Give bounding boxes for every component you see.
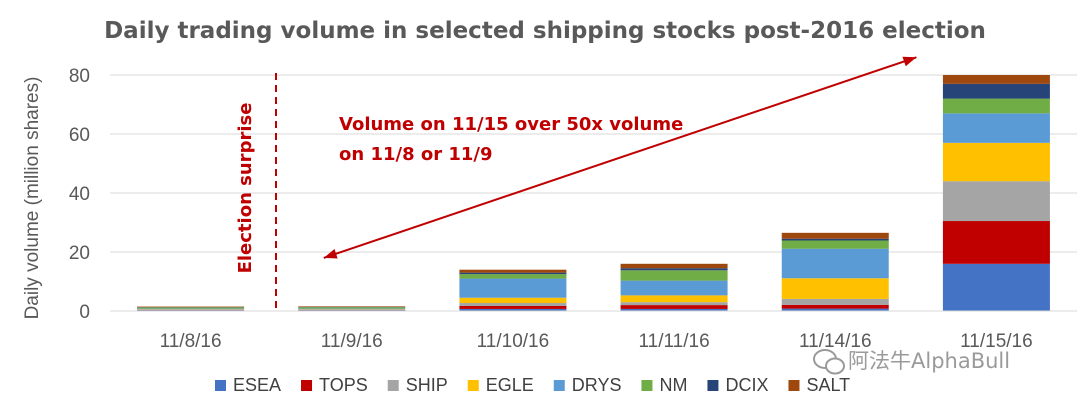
bar-segment-drys xyxy=(620,280,728,296)
legend-swatch-egle xyxy=(467,380,479,391)
bar-segment-drys xyxy=(137,308,245,310)
watermark-text: 阿法牛AlphaBull xyxy=(848,349,1010,373)
bar-segment-esea xyxy=(781,308,889,311)
x-tick-labels: 11/8/16 11/9/16 11/10/16 11/11/16 11/14/16 11… xyxy=(160,331,1033,352)
legend-label-nm: NM xyxy=(659,375,687,395)
bar-segment-dcix xyxy=(620,268,728,271)
bar-segment-esea xyxy=(942,263,1050,311)
x-tick-label: 11/14/16 xyxy=(799,331,872,352)
legend-swatch-tops xyxy=(301,380,313,391)
bar-segment-esea xyxy=(620,308,728,311)
legend-swatch-ship xyxy=(387,380,399,391)
legend-label-dcix: DCIX xyxy=(725,375,768,395)
y-tick-label: 0 xyxy=(79,302,90,323)
bar-segment-ship xyxy=(459,303,567,306)
bar-segment-tops xyxy=(620,305,728,309)
bar-segment-nm xyxy=(459,274,567,279)
bar-segment-egle xyxy=(942,142,1050,182)
arrow-shaft xyxy=(323,56,917,259)
gridlines xyxy=(110,74,1077,253)
bar-segment-salt xyxy=(137,306,245,308)
bar-segment-drys xyxy=(781,248,889,279)
legend-label-tops: TOPS xyxy=(319,375,368,395)
legend-swatch-esea xyxy=(215,380,226,391)
bar-segment-drys xyxy=(942,113,1050,143)
bar-segment-salt xyxy=(781,232,889,239)
legend-label-esea: ESEA xyxy=(233,375,281,395)
bars xyxy=(137,75,1050,311)
bar-segment-drys xyxy=(459,278,567,298)
legend-swatch-salt xyxy=(788,380,800,391)
x-tick-label: 11/8/16 xyxy=(160,331,222,352)
x-tick-label: 11/10/16 xyxy=(477,331,550,352)
chart-title: Daily trading volume in selected shippin… xyxy=(104,18,986,44)
bar-segment-egle xyxy=(781,278,889,299)
legend-label-egle: EGLE xyxy=(486,375,534,395)
legend-label-ship: SHIP xyxy=(406,375,448,395)
x-tick-label: 11/9/16 xyxy=(321,331,383,352)
bar-segment-salt xyxy=(459,269,567,273)
legend-swatch-drys xyxy=(553,380,565,391)
bar-segment-nm xyxy=(942,98,1050,114)
bar-segment-esea xyxy=(459,308,567,311)
x-tick-label: 11/15/16 xyxy=(960,331,1033,352)
y-tick-label: 20 xyxy=(69,243,90,264)
comparison-arrow xyxy=(323,56,917,259)
wechat-icon xyxy=(813,349,845,375)
volume-annotation-line-2: on 11/8 or 11/9 xyxy=(339,144,493,165)
bar-segment-ship xyxy=(781,298,889,305)
bar-segment-tops xyxy=(942,221,1050,264)
volume-annotation-line-1: Volume on 11/15 over 50x volume xyxy=(339,114,683,135)
bar-segment-nm xyxy=(137,307,245,309)
bar-segment-nm xyxy=(781,240,889,249)
bar-segment-dcix xyxy=(942,83,1050,99)
bar-segment-dcix xyxy=(781,238,889,241)
bar-segment-ship xyxy=(942,181,1050,222)
legend-label-drys: DRYS xyxy=(572,375,622,395)
bar-segment-salt xyxy=(620,263,728,269)
legend-swatch-dcix xyxy=(707,380,719,391)
bar-segment-dcix xyxy=(459,272,567,275)
bar-segment-tops xyxy=(459,305,567,309)
election-annotation: Election surprise xyxy=(235,103,256,274)
y-tick-label: 80 xyxy=(69,66,90,87)
bar-segment-ship xyxy=(620,302,728,306)
bar-segment-egle xyxy=(620,295,728,303)
bar-segment-tops xyxy=(781,304,889,309)
arrow-head-right xyxy=(902,56,917,67)
legend-label-salt: SALT xyxy=(806,375,850,395)
y-tick-labels: 0 20 40 60 80 xyxy=(69,66,90,323)
bar-segment-egle xyxy=(459,297,567,304)
bar-segment-nm xyxy=(298,307,406,309)
legend-swatch-nm xyxy=(641,380,653,391)
x-tick-label: 11/11/16 xyxy=(639,331,710,352)
y-tick-label: 60 xyxy=(69,125,90,146)
bar-segment-salt xyxy=(942,75,1050,84)
arrow-head-left xyxy=(323,248,338,259)
y-axis-label: Daily volume (million shares) xyxy=(22,77,43,320)
y-tick-label: 40 xyxy=(69,184,90,205)
bar-segment-drys xyxy=(298,308,406,310)
legend: ESEA TOPS SHIP EGLE DRYS NM DCIX SALT xyxy=(215,375,850,395)
bar-segment-salt xyxy=(298,306,406,307)
bar-segment-nm xyxy=(620,270,728,281)
watermark: 阿法牛AlphaBull xyxy=(813,349,1010,375)
